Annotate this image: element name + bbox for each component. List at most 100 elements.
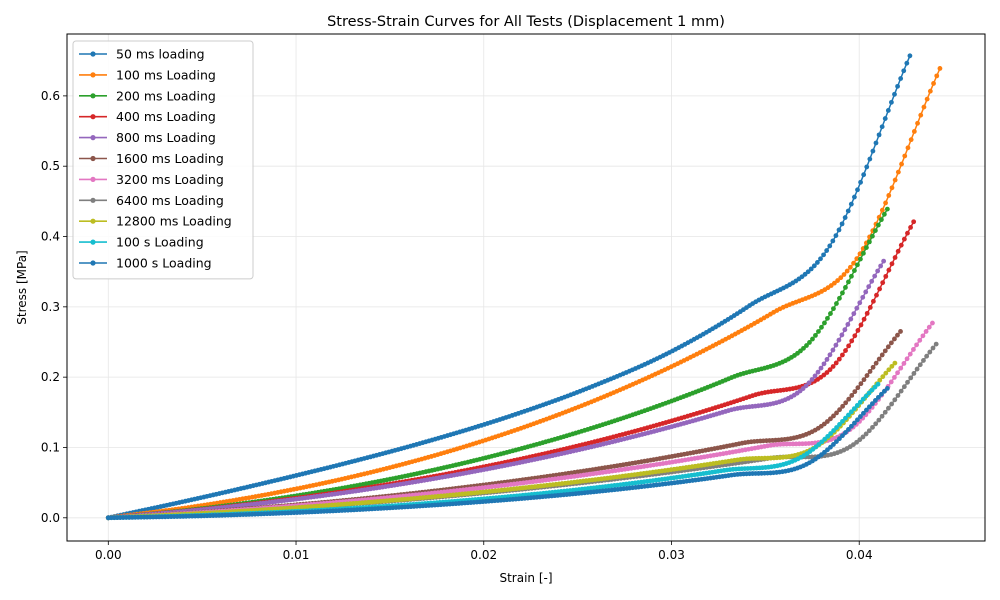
data-point bbox=[852, 194, 857, 200]
data-point bbox=[849, 273, 854, 279]
data-point bbox=[861, 410, 866, 416]
data-point bbox=[858, 414, 863, 419]
data-point bbox=[870, 401, 875, 407]
legend-label: 3200 ms Loading bbox=[116, 172, 224, 187]
chart-title: Stress-Strain Curves for All Tests (Disp… bbox=[327, 14, 725, 30]
data-point bbox=[898, 365, 904, 371]
x-tick-label: 0.00 bbox=[95, 548, 122, 562]
legend-item: 3200 ms Loading bbox=[79, 172, 224, 187]
data-point bbox=[849, 423, 854, 429]
data-point bbox=[840, 290, 845, 296]
data-point bbox=[886, 367, 892, 373]
legend-item: 400 ms Loading bbox=[79, 109, 216, 124]
data-point bbox=[898, 76, 904, 81]
data-point bbox=[881, 388, 887, 394]
data-point bbox=[838, 275, 844, 281]
data-point bbox=[860, 294, 866, 300]
data-point bbox=[905, 379, 910, 385]
data-point bbox=[870, 148, 876, 154]
data-point bbox=[895, 370, 900, 376]
data-point bbox=[889, 99, 894, 105]
data-point bbox=[930, 320, 935, 326]
data-point bbox=[864, 310, 870, 316]
data-point bbox=[852, 389, 858, 395]
data-point bbox=[839, 332, 845, 338]
data-point bbox=[895, 83, 900, 89]
legend-marker bbox=[90, 51, 96, 57]
data-point bbox=[834, 301, 839, 306]
data-point bbox=[839, 221, 845, 227]
data-point bbox=[898, 388, 904, 394]
data-point bbox=[864, 245, 869, 250]
data-point bbox=[917, 337, 923, 343]
data-point bbox=[901, 384, 907, 390]
data-point bbox=[855, 262, 860, 268]
data-point bbox=[846, 279, 851, 285]
data-point bbox=[875, 268, 881, 274]
data-point bbox=[828, 311, 833, 316]
data-point bbox=[855, 187, 860, 193]
data-point bbox=[863, 289, 869, 295]
data-point bbox=[920, 333, 926, 339]
data-point bbox=[858, 322, 864, 328]
data-point bbox=[804, 343, 809, 348]
data-point bbox=[931, 81, 936, 86]
x-tick-label: 0.02 bbox=[470, 548, 497, 562]
legend-item: 800 ms Loading bbox=[79, 130, 216, 145]
data-point bbox=[911, 219, 917, 225]
data-point bbox=[836, 337, 842, 343]
legend-item: 12800 ms Loading bbox=[79, 214, 232, 229]
data-point bbox=[892, 91, 897, 97]
data-point bbox=[870, 424, 875, 430]
data-point bbox=[834, 425, 839, 430]
data-point bbox=[861, 250, 866, 256]
x-tick-label: 0.01 bbox=[283, 548, 310, 562]
data-point bbox=[867, 156, 873, 162]
data-point bbox=[810, 336, 815, 342]
data-point bbox=[872, 384, 878, 390]
data-point bbox=[884, 206, 890, 212]
data-point bbox=[833, 342, 839, 348]
data-point bbox=[854, 439, 859, 445]
data-point bbox=[914, 342, 919, 348]
legend-label: 1000 s Loading bbox=[116, 256, 212, 271]
legend-item: 100 ms Loading bbox=[79, 67, 216, 82]
data-point bbox=[843, 348, 848, 353]
data-point bbox=[837, 407, 842, 413]
data-point bbox=[901, 68, 907, 74]
legend-marker bbox=[90, 176, 96, 182]
data-point bbox=[886, 267, 892, 273]
data-point bbox=[873, 421, 879, 427]
data-point bbox=[876, 132, 882, 138]
data-point bbox=[883, 273, 889, 279]
data-point bbox=[886, 193, 892, 198]
data-point bbox=[882, 409, 888, 415]
legend-marker bbox=[90, 239, 96, 245]
data-point bbox=[861, 316, 867, 322]
data-point bbox=[924, 353, 930, 359]
data-point bbox=[830, 364, 836, 369]
data-point bbox=[892, 177, 898, 183]
data-point bbox=[852, 268, 857, 273]
data-point bbox=[851, 406, 857, 412]
data-point bbox=[908, 225, 913, 230]
data-point bbox=[842, 215, 848, 220]
legend-marker bbox=[90, 260, 96, 266]
data-point bbox=[889, 261, 895, 267]
data-point bbox=[830, 347, 836, 353]
data-point bbox=[866, 284, 872, 289]
data-point bbox=[904, 60, 910, 66]
series-10 bbox=[105, 386, 890, 521]
data-point bbox=[866, 390, 872, 396]
data-point bbox=[841, 272, 847, 277]
data-point bbox=[889, 185, 895, 191]
data-point bbox=[878, 217, 884, 223]
data-point bbox=[863, 431, 869, 437]
data-point bbox=[831, 306, 836, 312]
data-point bbox=[877, 377, 883, 383]
data-point bbox=[842, 327, 848, 333]
data-point bbox=[870, 298, 876, 304]
legend-item: 50 ms loading bbox=[79, 47, 205, 62]
data-point bbox=[867, 404, 872, 410]
data-point bbox=[908, 137, 914, 143]
